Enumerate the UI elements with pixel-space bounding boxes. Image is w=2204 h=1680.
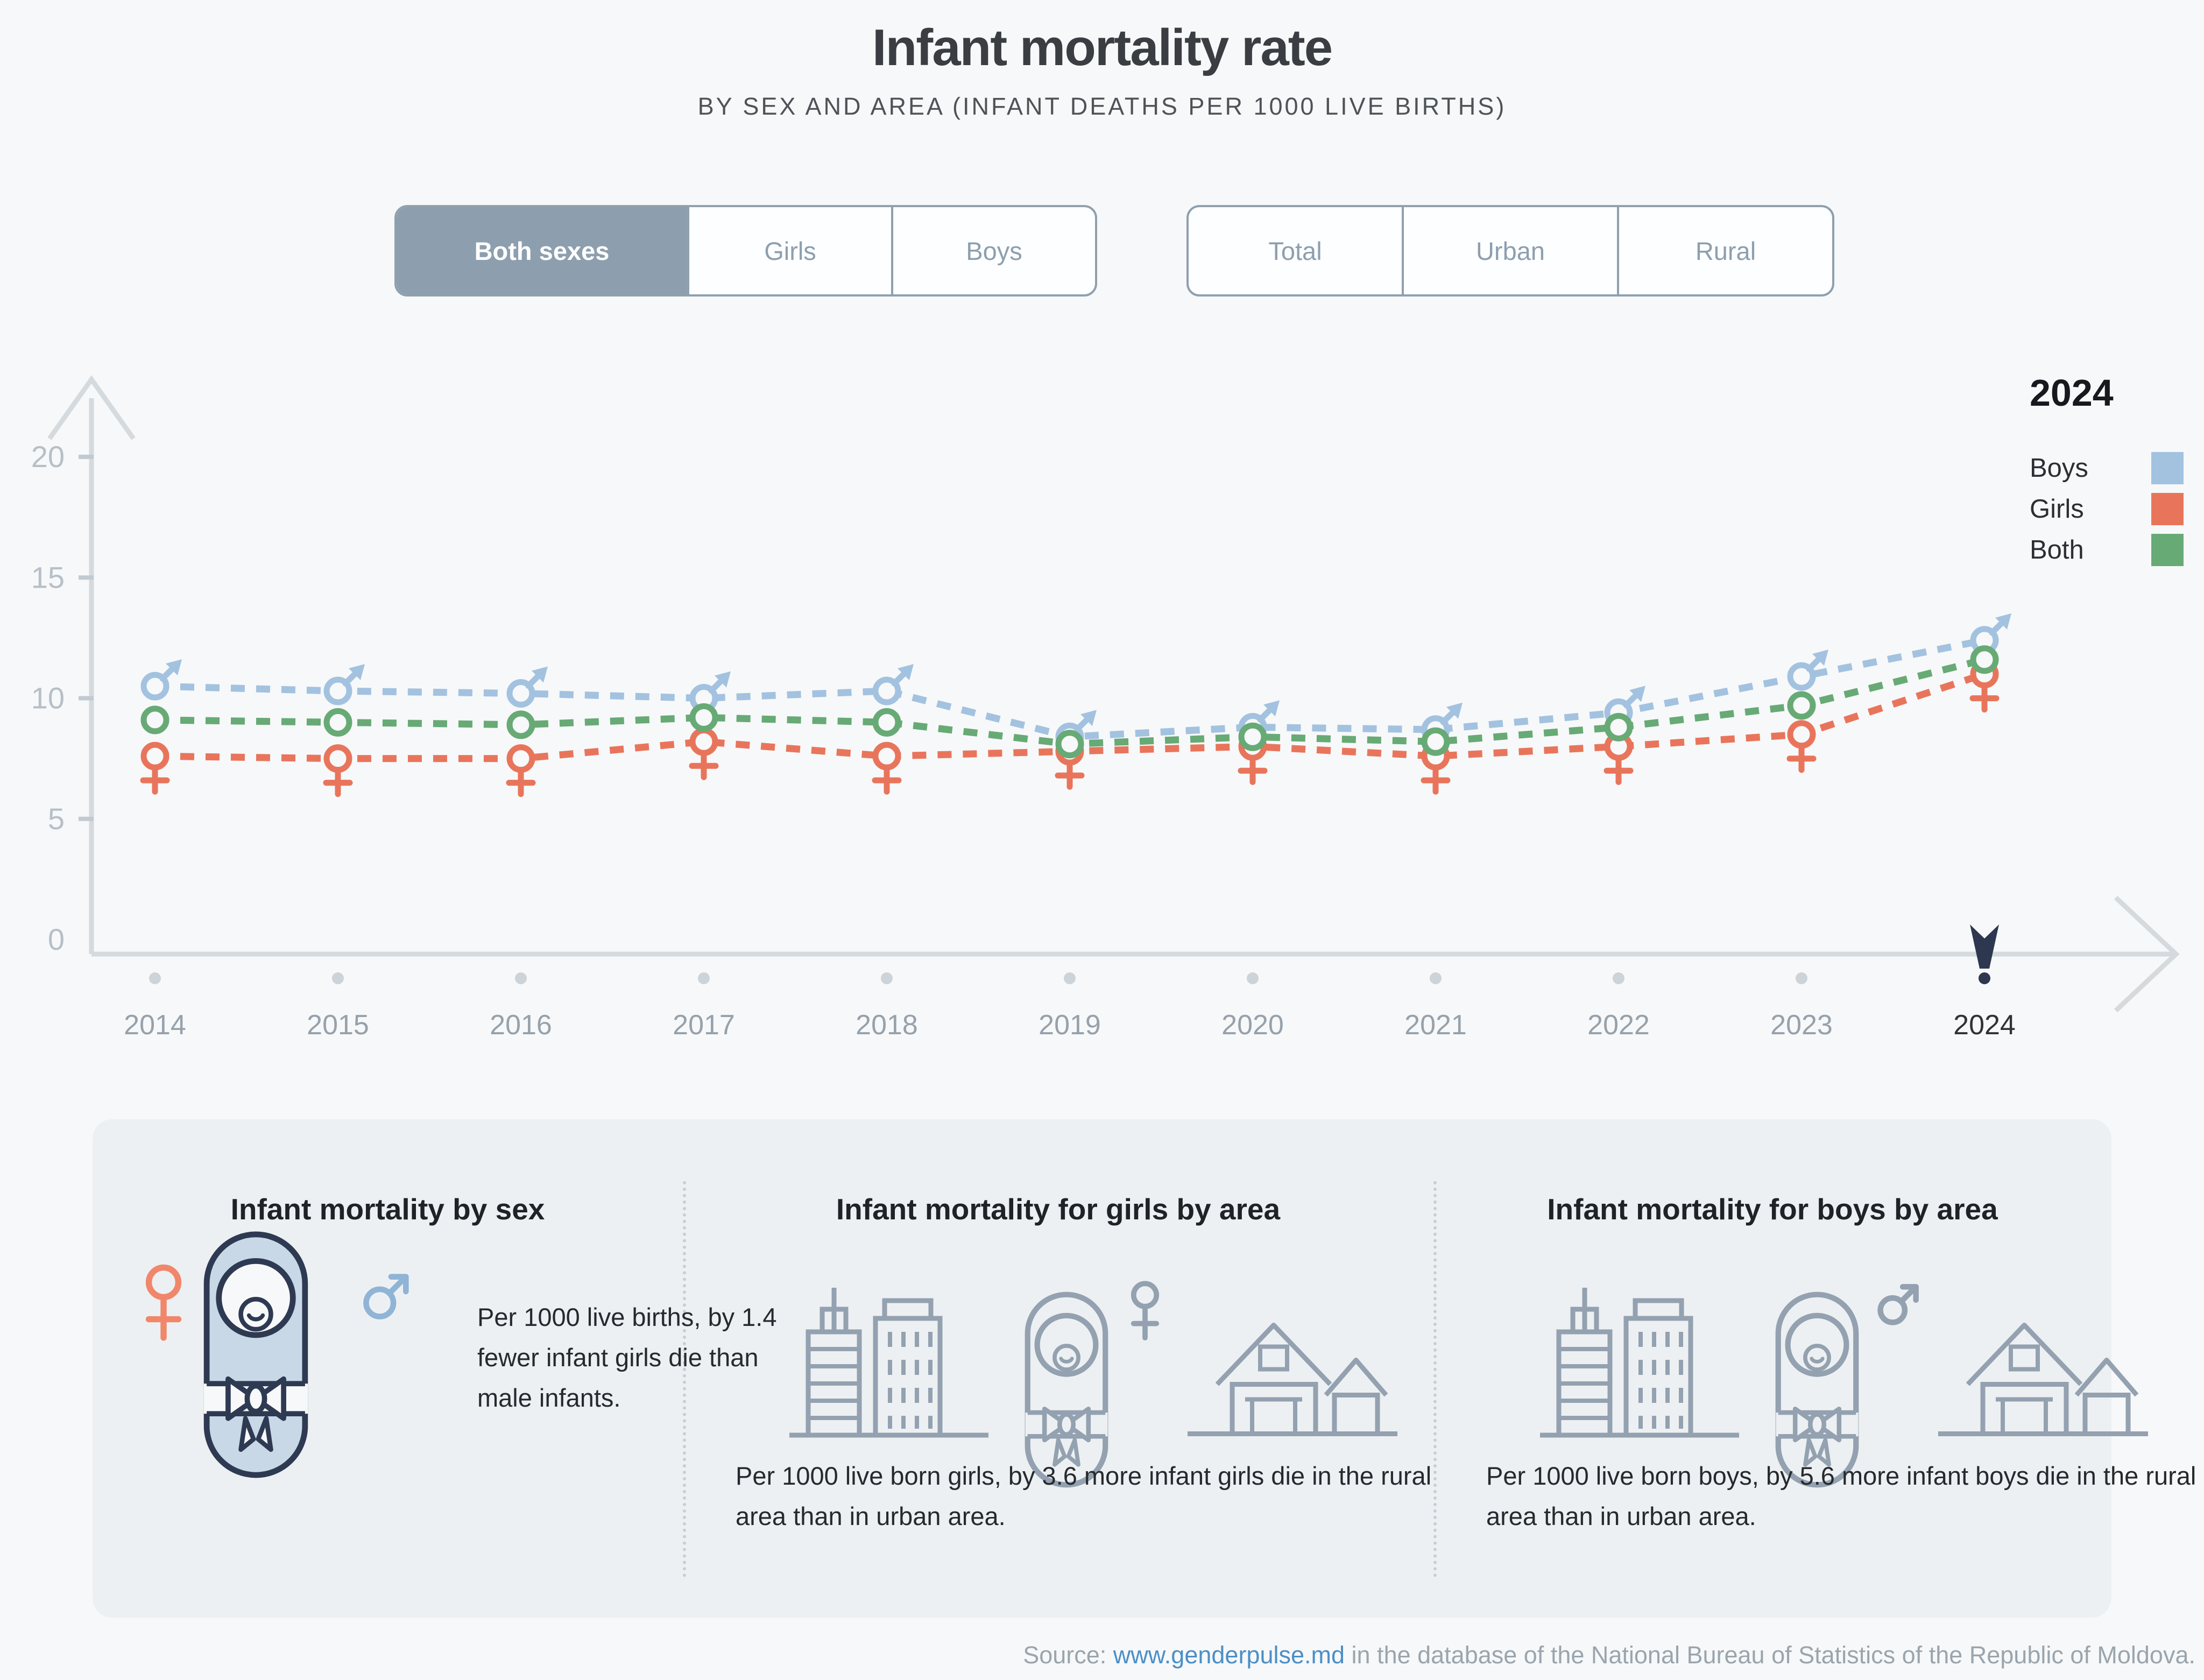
house-icon	[1188, 1323, 1397, 1436]
sex-filter-group: Both sexes Girls Boys	[394, 205, 1097, 297]
svg-text:2019: 2019	[1039, 1010, 1101, 1041]
legend-row-girls: Girls	[2030, 489, 2184, 530]
area-filter-group: Total Urban Rural	[1186, 205, 1834, 297]
legend-row-boys: Boys	[2030, 448, 2184, 489]
sex-option-girls[interactable]: Girls	[687, 207, 891, 294]
svg-text:2023: 2023	[1770, 1010, 1833, 1041]
source-link[interactable]: www.genderpulse.md	[1113, 1641, 1345, 1669]
card-boys-area-text: Per 1000 live born boys, by 5.6 more inf…	[1486, 1462, 2196, 1531]
legend-label-both: Both	[2030, 535, 2084, 564]
svg-text:15: 15	[31, 560, 65, 594]
sex-option-both-sexes[interactable]: Both sexes	[397, 207, 687, 294]
baby-icon	[203, 1231, 308, 1478]
area-option-rural[interactable]: Rural	[1617, 207, 1832, 294]
house-icon	[1938, 1323, 2148, 1436]
svg-text:2024: 2024	[1953, 1010, 2016, 1041]
svg-text:2014: 2014	[124, 1010, 186, 1041]
card-sex-text: Per 1000 live births, by 1.4 fewer infan…	[477, 1303, 777, 1413]
card-divider	[683, 1181, 686, 1577]
legend: 2024 Boys Girls Both	[2030, 371, 2184, 570]
legend-label-boys: Boys	[2030, 454, 2088, 483]
card-girls-area-title: Infant mortality for girls by area	[836, 1192, 1281, 1226]
svg-text:2022: 2022	[1587, 1010, 1650, 1041]
info-cards-panel: Infant mortality by sex Infant mortality…	[93, 1119, 2196, 1618]
svg-text:2017: 2017	[673, 1010, 735, 1041]
legend-year: 2024	[2030, 372, 2114, 414]
source-suffix: in the database of the National Bureau o…	[1345, 1641, 2195, 1669]
card-girls-area-text: Per 1000 live born girls, by 3.6 more in…	[736, 1462, 1432, 1531]
source-prefix: Source:	[1023, 1641, 1113, 1669]
city-icon	[789, 1288, 988, 1438]
svg-text:2015: 2015	[307, 1010, 369, 1041]
svg-text:5: 5	[48, 802, 65, 836]
area-option-total[interactable]: Total	[1268, 236, 1322, 265]
page-subtitle: BY SEX AND AREA (INFANT DEATHS PER 1000 …	[697, 93, 1507, 120]
baby-icon	[1025, 1291, 1108, 1488]
page-title: Infant mortality rate	[872, 19, 1333, 76]
both-swatch-icon	[2151, 534, 2184, 566]
baby-icon	[1775, 1291, 1859, 1488]
svg-text:20: 20	[31, 440, 65, 474]
card-divider	[1433, 1181, 1437, 1577]
female-icon	[145, 1264, 182, 1341]
svg-text:2018: 2018	[856, 1010, 918, 1041]
city-icon	[1540, 1288, 1739, 1438]
svg-text:10: 10	[31, 681, 65, 715]
card-boys-area-title: Infant mortality for boys by area	[1547, 1192, 1998, 1226]
svg-text:2021: 2021	[1404, 1010, 1467, 1041]
svg-text:0: 0	[48, 922, 65, 956]
girls-swatch-icon	[2151, 493, 2184, 525]
svg-text:2016: 2016	[490, 1010, 552, 1041]
svg-text:2020: 2020	[1221, 1010, 1284, 1041]
sex-option-boys[interactable]: Boys	[891, 207, 1095, 294]
female-icon	[1131, 1281, 1160, 1341]
card-sex-title: Infant mortality by sex	[230, 1192, 545, 1226]
area-option-urban[interactable]: Urban	[1402, 207, 1617, 294]
line-chart[interactable]: 0 5 10 15 20 2014 2015 2016 2017 2018 2019 2020 2021…	[0, 0, 2204, 1103]
boys-swatch-icon	[2151, 452, 2184, 484]
legend-row-both: Both	[2030, 530, 2184, 570]
male-icon	[1877, 1284, 1919, 1325]
male-icon	[363, 1274, 409, 1319]
source-line: Source: www.genderpulse.md in the databa…	[1023, 1641, 2195, 1669]
legend-label-girls: Girls	[2030, 495, 2084, 524]
